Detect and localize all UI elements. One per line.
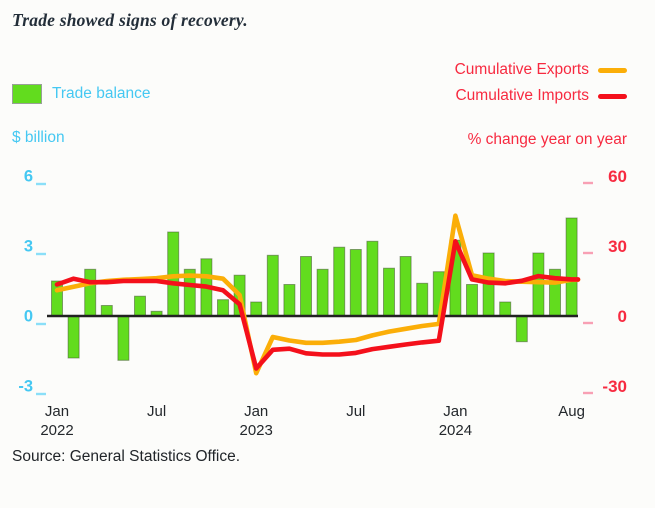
right-axis-ticks: 60 30 0 -30 [583, 167, 627, 396]
bar-feb-2024 [466, 284, 478, 317]
x-tick-year: 2023 [240, 422, 273, 439]
exports-line-swatch [598, 67, 627, 73]
bar-oct-2023 [399, 256, 412, 317]
x-tick-month: Aug [558, 403, 585, 420]
left-tick-label: -3 [18, 378, 33, 396]
source-note: Source: General Statistics Office. [12, 448, 241, 465]
left-tick-label: 3 [24, 238, 33, 256]
x-tick-month: Jul [346, 403, 365, 420]
x-tick-year: 2022 [40, 422, 73, 439]
trade-balance-swatch [12, 84, 42, 104]
x-tick-month: Jul [147, 403, 166, 420]
legend-exports: Cumulative Exports [455, 61, 627, 79]
left-axis-ticks: 6 3 0 -3 [18, 168, 46, 396]
bar-aug-2024 [565, 217, 578, 317]
bar-may-2023 [316, 268, 329, 317]
exports-label: Cumulative Exports [454, 61, 589, 78]
legend-lines: Cumulative Exports Cumulative Imports [455, 61, 627, 105]
x-tick-month: Jan [443, 403, 467, 420]
bar-feb-2022 [67, 315, 80, 359]
right-tick-label: 0 [618, 307, 627, 326]
bar-apr-2023 [300, 256, 312, 317]
x-axis-labels: Jan 2022 Jul Jan 2023 Jul Jan 2024 Aug [40, 403, 585, 439]
right-tick-label: 30 [608, 237, 627, 256]
bar-mar-2023 [283, 284, 296, 317]
trade-balance-bars [51, 217, 578, 361]
bar-apr-2024 [499, 301, 512, 317]
left-axis-unit: $ billion [12, 129, 65, 146]
bar-nov-2023 [416, 282, 429, 317]
bar-may-2022 [117, 315, 130, 361]
right-axis-unit: % change year on year [467, 131, 627, 148]
left-tick-label: 0 [24, 308, 33, 326]
imports-label: Cumulative Imports [455, 87, 589, 104]
bar-jun-2023 [333, 246, 346, 317]
right-tick-label: 60 [608, 167, 627, 186]
legend-imports: Cumulative Imports [455, 87, 627, 105]
chart-title: Trade showed signs of recovery. [12, 10, 248, 30]
x-tick-month: Jan [45, 403, 69, 420]
bar-mar-2022 [84, 268, 97, 317]
left-tick-label: 6 [24, 168, 33, 186]
trade-balance-label: Trade balance [52, 85, 151, 102]
x-tick-year: 2024 [439, 422, 472, 439]
bar-jan-2023 [250, 301, 263, 317]
bar-jun-2022 [134, 295, 146, 317]
bar-feb-2023 [266, 254, 279, 317]
right-tick-label: -30 [602, 377, 627, 396]
bar-aug-2023 [366, 240, 379, 317]
bar-sep-2023 [383, 267, 395, 317]
bar-jul-2023 [349, 249, 362, 317]
bar-apr-2022 [100, 305, 113, 317]
legend-trade-balance: Trade balance [12, 84, 151, 104]
imports-line [54, 239, 581, 371]
bar-may-2024 [515, 315, 528, 343]
imports-line-swatch [598, 93, 627, 99]
bar-nov-2022 [217, 299, 229, 317]
x-tick-month: Jan [244, 403, 268, 420]
